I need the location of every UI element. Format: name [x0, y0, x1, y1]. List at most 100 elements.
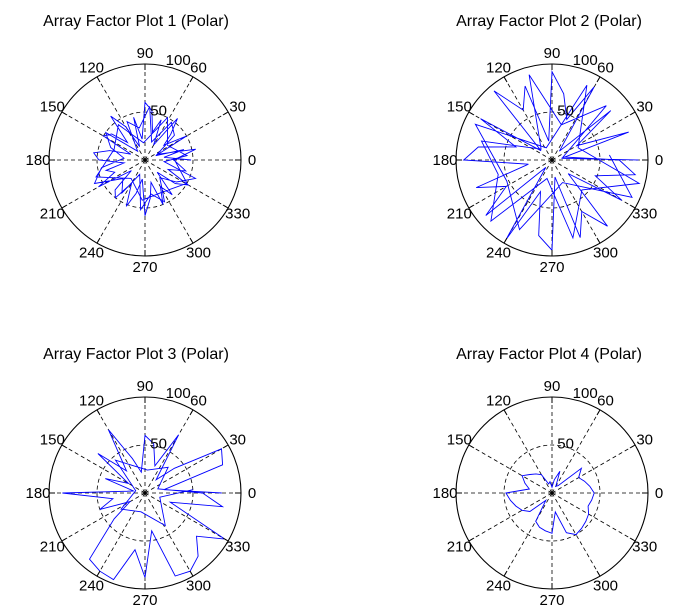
tick-mark-30: [629, 111, 636, 116]
angle-label-0: 0: [248, 152, 256, 169]
spoke-30: [551, 111, 636, 161]
tick-mark-150: [468, 444, 475, 449]
angle-label-300: 300: [186, 245, 211, 262]
spoke-240: [96, 492, 146, 577]
angle-label-90: 90: [544, 378, 561, 395]
radial-label-50: 50: [557, 102, 574, 119]
plot-4-title: Array Factor Plot 4 (Polar): [456, 346, 642, 363]
series-line-1: [92, 101, 197, 216]
tick-mark-120: [96, 76, 101, 83]
tick-mark-30: [222, 444, 229, 449]
angle-label-210: 210: [40, 539, 65, 556]
angle-label-270: 270: [132, 592, 157, 609]
radial-label-100: 100: [573, 385, 598, 402]
tick-mark-210: [61, 537, 68, 542]
radial-label-100: 100: [573, 52, 598, 69]
angle-label-210: 210: [40, 206, 65, 223]
tick-mark-210: [468, 537, 475, 542]
spoke-330: [551, 492, 636, 542]
tick-mark-150: [468, 111, 475, 116]
tick-mark-60: [596, 409, 601, 416]
tick-mark-300: [596, 237, 601, 244]
tick-mark-330: [222, 537, 229, 542]
angle-label-30: 30: [636, 99, 653, 116]
tick-mark-120: [503, 76, 508, 83]
angle-label-120: 120: [79, 59, 104, 76]
spoke-240: [96, 159, 146, 244]
plot-1-title: Array Factor Plot 1 (Polar): [43, 13, 229, 30]
grid-circle-50: [503, 444, 601, 542]
tick-mark-150: [61, 111, 68, 116]
spoke-120: [503, 76, 553, 161]
angle-label-300: 300: [186, 578, 211, 595]
grid-circle-50: [96, 444, 194, 542]
radial-label-50: 50: [150, 435, 167, 452]
spoke-300: [144, 159, 194, 244]
angle-label-210: 210: [447, 206, 472, 223]
tick-mark-210: [61, 204, 68, 209]
angle-label-0: 0: [655, 152, 663, 169]
tick-mark-60: [189, 76, 194, 83]
tick-mark-240: [503, 570, 508, 577]
tick-mark-240: [96, 570, 101, 577]
spoke-120: [96, 76, 146, 161]
angle-label-120: 120: [486, 392, 511, 409]
polar-plot-4: Array Factor Plot 4 (Polar) 0 30 60 90 120 15…: [432, 346, 663, 609]
angle-label-180: 180: [25, 152, 50, 169]
angle-label-90: 90: [137, 45, 154, 62]
angle-label-150: 150: [447, 99, 472, 116]
angle-label-210: 210: [447, 539, 472, 556]
spoke-330: [144, 492, 229, 542]
angle-label-330: 330: [632, 206, 657, 223]
tick-mark-120: [96, 409, 101, 416]
angle-label-0: 0: [248, 485, 256, 502]
tick-mark-330: [222, 204, 229, 209]
angle-label-270: 270: [539, 592, 564, 609]
spoke-210: [61, 492, 146, 542]
spoke-120: [503, 409, 553, 494]
angle-label-270: 270: [132, 259, 157, 276]
angle-label-90: 90: [544, 45, 561, 62]
plot-3-title: Array Factor Plot 3 (Polar): [43, 346, 229, 363]
plot-2-title: Array Factor Plot 2 (Polar): [456, 13, 642, 30]
tick-mark-240: [503, 237, 508, 244]
tick-mark-60: [189, 409, 194, 416]
tick-mark-330: [629, 204, 636, 209]
tick-mark-150: [61, 444, 68, 449]
angle-label-150: 150: [447, 432, 472, 449]
spoke-150: [61, 444, 146, 494]
tick-mark-300: [189, 237, 194, 244]
angle-label-240: 240: [79, 245, 104, 262]
grid-circle-50: [503, 111, 601, 209]
spoke-330: [144, 159, 229, 209]
spoke-210: [61, 159, 146, 209]
angle-label-180: 180: [432, 152, 457, 169]
tick-mark-300: [189, 570, 194, 577]
tick-mark-120: [503, 409, 508, 416]
series-line-1: [505, 467, 595, 536]
spoke-60: [144, 76, 194, 161]
radial-label-100: 100: [166, 385, 191, 402]
radial-label-50: 50: [557, 435, 574, 452]
tick-mark-240: [96, 237, 101, 244]
angle-label-60: 60: [597, 59, 614, 76]
angle-label-330: 330: [632, 539, 657, 556]
angle-label-150: 150: [40, 99, 65, 116]
angle-label-90: 90: [137, 378, 154, 395]
spoke-210: [468, 159, 553, 209]
polar-plot-3: Array Factor Plot 3 (Polar) 0 30 60 90 120 15…: [25, 346, 256, 609]
angle-label-60: 60: [190, 392, 207, 409]
angle-label-270: 270: [539, 259, 564, 276]
spoke-300: [551, 492, 601, 577]
angle-label-60: 60: [190, 59, 207, 76]
tick-mark-30: [629, 444, 636, 449]
angle-label-330: 330: [225, 206, 250, 223]
radial-label-50: 50: [150, 102, 167, 119]
tick-mark-330: [629, 537, 636, 542]
tick-mark-300: [596, 570, 601, 577]
spoke-240: [503, 492, 553, 577]
angle-label-330: 330: [225, 539, 250, 556]
angle-label-300: 300: [593, 245, 618, 262]
angle-label-240: 240: [486, 245, 511, 262]
